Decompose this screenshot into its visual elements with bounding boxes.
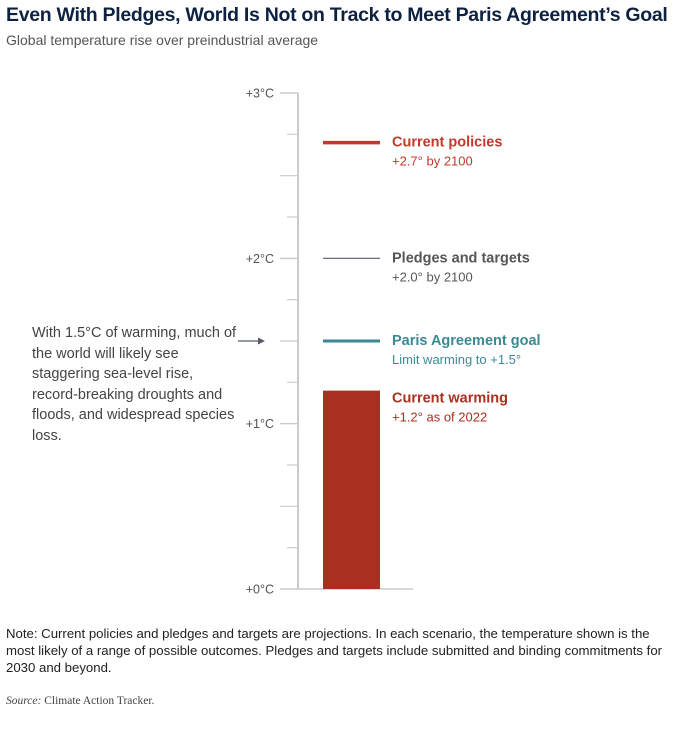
chart-subtitle: Global temperature rise over preindustri… (6, 32, 319, 48)
marker-label-pledges-and-targets: Pledges and targets (392, 250, 530, 266)
source-label: Source: (6, 695, 42, 707)
bar-current-warming (323, 390, 380, 589)
y-tick-label: +0°C (246, 583, 274, 597)
marker-sublabel-paris-agreement-goal: Limit warming to +1.5° (392, 352, 521, 367)
marker-label-paris-agreement-goal: Paris Agreement goal (392, 333, 541, 349)
chart-area: +0°C +1°C +2°C +3°C Current warming +1.2° as … (238, 87, 541, 597)
bar-sublabel: +1.2° as of 2022 (392, 410, 487, 425)
annotation-arrowhead-icon (258, 337, 265, 345)
annotation-text: With 1.5°C of warming, much of the world… (32, 325, 237, 444)
marker-sublabel-current-policies: +2.7° by 2100 (392, 154, 473, 169)
y-tick-label: +1°C (246, 417, 274, 431)
marker-label-current-policies: Current policies (392, 135, 502, 151)
chart-note: Note: Current policies and pledges and t… (6, 626, 663, 675)
chart-title: Even With Pledges, World Is Not on Track… (6, 4, 668, 26)
y-tick-label: +3°C (246, 87, 274, 101)
y-tick-label: +2°C (246, 252, 274, 266)
chart-source: Source: Climate Action Tracker. (6, 695, 154, 707)
marker-sublabel-pledges-and-targets: +2.0° by 2100 (392, 269, 473, 284)
source-text: Climate Action Tracker. (44, 695, 155, 707)
bar-label: Current warming (392, 391, 508, 407)
